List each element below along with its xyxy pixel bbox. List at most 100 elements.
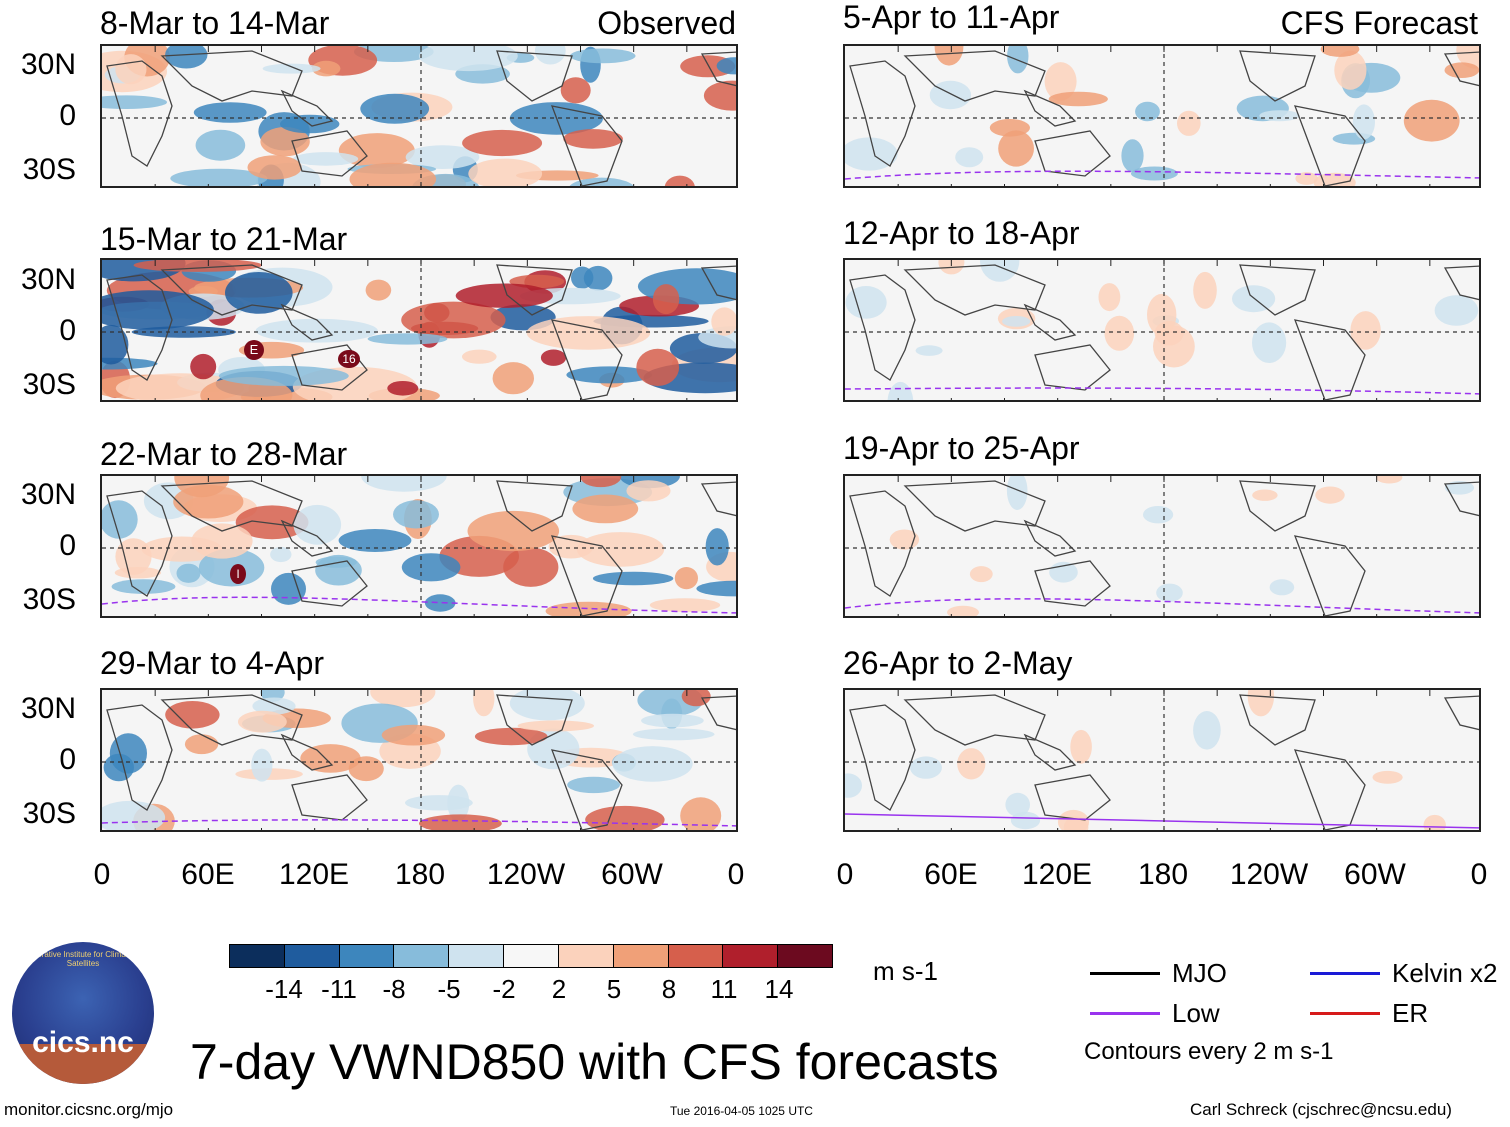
lat-label-eq-row1: 0 bbox=[59, 99, 76, 132]
wind-anomaly-blob bbox=[517, 720, 594, 732]
colorbar-swatch-0 bbox=[230, 945, 285, 967]
wind-anomaly-blob bbox=[1006, 476, 1028, 510]
storm-marker-16: 16 bbox=[338, 350, 360, 368]
wind-anomaly-blob bbox=[580, 476, 622, 488]
fc-lon-60w: 60W bbox=[1344, 858, 1406, 891]
wind-anomaly-blob bbox=[424, 594, 456, 612]
observed-map-4-field bbox=[102, 690, 736, 830]
wind-anomaly-blob bbox=[293, 504, 342, 545]
wind-anomaly-blob bbox=[540, 349, 567, 366]
wind-anomaly-blob bbox=[195, 129, 246, 161]
wind-anomaly-blob bbox=[563, 129, 623, 149]
wind-anomaly-blob bbox=[716, 57, 736, 75]
coastline-1 bbox=[903, 480, 1046, 532]
colorbar-label-2: 2 bbox=[551, 974, 567, 1004]
wind-anomaly-blob bbox=[184, 734, 219, 755]
fc-lon-0: 0 bbox=[836, 858, 854, 891]
wind-anomaly-blob bbox=[1048, 91, 1108, 107]
wind-anomaly-blob bbox=[473, 690, 495, 717]
wind-anomaly-blob bbox=[251, 748, 273, 782]
coastline-3 bbox=[291, 560, 368, 607]
wind-anomaly-blob bbox=[338, 529, 412, 552]
coastline-4 bbox=[1239, 480, 1316, 532]
coastline-2 bbox=[280, 733, 334, 771]
colorbar-label-11: 11 bbox=[710, 974, 738, 1004]
wind-anomaly-blob bbox=[190, 353, 217, 380]
coastline-2 bbox=[1023, 519, 1077, 557]
colorbar-swatch-2 bbox=[339, 945, 395, 967]
obs-lon-60w: 60W bbox=[601, 858, 663, 891]
wind-anomaly-blob bbox=[1130, 166, 1178, 181]
coastline-2 bbox=[1023, 89, 1077, 127]
wind-anomaly-blob bbox=[1444, 62, 1479, 78]
wind-anomaly-blob bbox=[419, 46, 518, 72]
wind-anomaly-blob bbox=[503, 547, 559, 587]
wind-anomaly-blob bbox=[173, 484, 244, 519]
coastline-0 bbox=[106, 274, 173, 381]
fc-lon-120w: 120W bbox=[1229, 858, 1309, 891]
wind-anomaly-blob bbox=[887, 381, 914, 400]
wind-anomaly-blob bbox=[401, 301, 506, 339]
legend-low-line bbox=[1090, 1012, 1160, 1015]
logo-ring-text: Cooperative Institute for Climate and Sa… bbox=[18, 950, 148, 968]
wind-anomaly-blob bbox=[934, 46, 964, 66]
wind-anomaly-blob bbox=[492, 362, 534, 395]
wind-anomaly-blob bbox=[315, 554, 362, 586]
coastline-0 bbox=[849, 274, 916, 381]
colorbar-label-m8: -8 bbox=[382, 974, 406, 1004]
legend-mjo-line bbox=[1090, 972, 1160, 975]
wind-anomaly-blob bbox=[1444, 481, 1475, 495]
observed-map-1 bbox=[100, 44, 738, 188]
wind-anomaly-blob bbox=[133, 260, 262, 272]
low-contour bbox=[102, 596, 736, 614]
lat-label-30s-row2: 30S bbox=[22, 368, 76, 401]
wind-anomaly-blob bbox=[225, 272, 293, 314]
wind-anomaly-blob bbox=[1156, 583, 1183, 602]
coastline-0 bbox=[106, 490, 173, 597]
coastline-6 bbox=[700, 481, 736, 517]
coastline-6 bbox=[700, 695, 736, 731]
coastline-5 bbox=[550, 319, 623, 400]
forecast-panel-1-title: 5-Apr to 11-Apr bbox=[843, 0, 1060, 35]
legend-er-label: ER bbox=[1392, 998, 1429, 1028]
forecast-label: CFS Forecast bbox=[1280, 5, 1478, 41]
wind-anomaly-blob bbox=[969, 566, 993, 583]
forecast-map-4 bbox=[843, 688, 1481, 832]
wind-anomaly-blob bbox=[583, 265, 613, 291]
wind-anomaly-blob bbox=[585, 805, 665, 830]
wind-anomaly-blob bbox=[674, 567, 699, 590]
forecast-map-3-field bbox=[845, 476, 1479, 616]
obs-lon-120e: 120E bbox=[278, 858, 350, 891]
wind-anomaly-blob bbox=[462, 349, 497, 364]
wind-anomaly-blob bbox=[115, 54, 147, 85]
wind-anomaly-blob bbox=[1057, 809, 1090, 830]
wind-anomaly-blob bbox=[560, 77, 591, 104]
colorbar-swatch-7 bbox=[613, 945, 669, 967]
observed-label: Observed bbox=[597, 5, 736, 41]
wind-anomaly-blob bbox=[1193, 271, 1217, 309]
legend-low-label: Low bbox=[1172, 998, 1220, 1028]
wind-anomaly-blob bbox=[980, 260, 1020, 282]
colorbar-label-m11: -11 bbox=[321, 974, 357, 1004]
cicsnc-logo: Cooperative Institute for Climate and Sa… bbox=[12, 942, 154, 1084]
wind-anomaly-blob bbox=[102, 290, 214, 330]
coastline-1 bbox=[160, 264, 303, 316]
wind-anomaly-blob bbox=[300, 744, 361, 773]
coastline-2 bbox=[280, 519, 334, 557]
lat-label-30n-row3: 30N bbox=[20, 478, 76, 511]
wind-anomaly-blob bbox=[455, 283, 553, 308]
wind-anomaly-blob bbox=[393, 500, 439, 529]
wind-anomaly-blob bbox=[681, 690, 711, 707]
lat-label-eq-row3: 0 bbox=[59, 529, 76, 562]
wind-anomaly-blob bbox=[419, 814, 502, 830]
coastline-6 bbox=[1443, 51, 1479, 87]
coastline-0 bbox=[849, 60, 916, 167]
lat-label-eq-row4: 0 bbox=[59, 743, 76, 776]
wind-anomaly-blob bbox=[612, 746, 693, 782]
wind-anomaly-blob bbox=[1259, 110, 1300, 122]
coastline-3 bbox=[1034, 774, 1111, 821]
coastline-3 bbox=[1034, 560, 1111, 607]
wind-anomaly-blob bbox=[1135, 101, 1160, 122]
wind-anomaly-blob bbox=[165, 46, 208, 69]
wind-anomaly-blob bbox=[367, 333, 448, 345]
